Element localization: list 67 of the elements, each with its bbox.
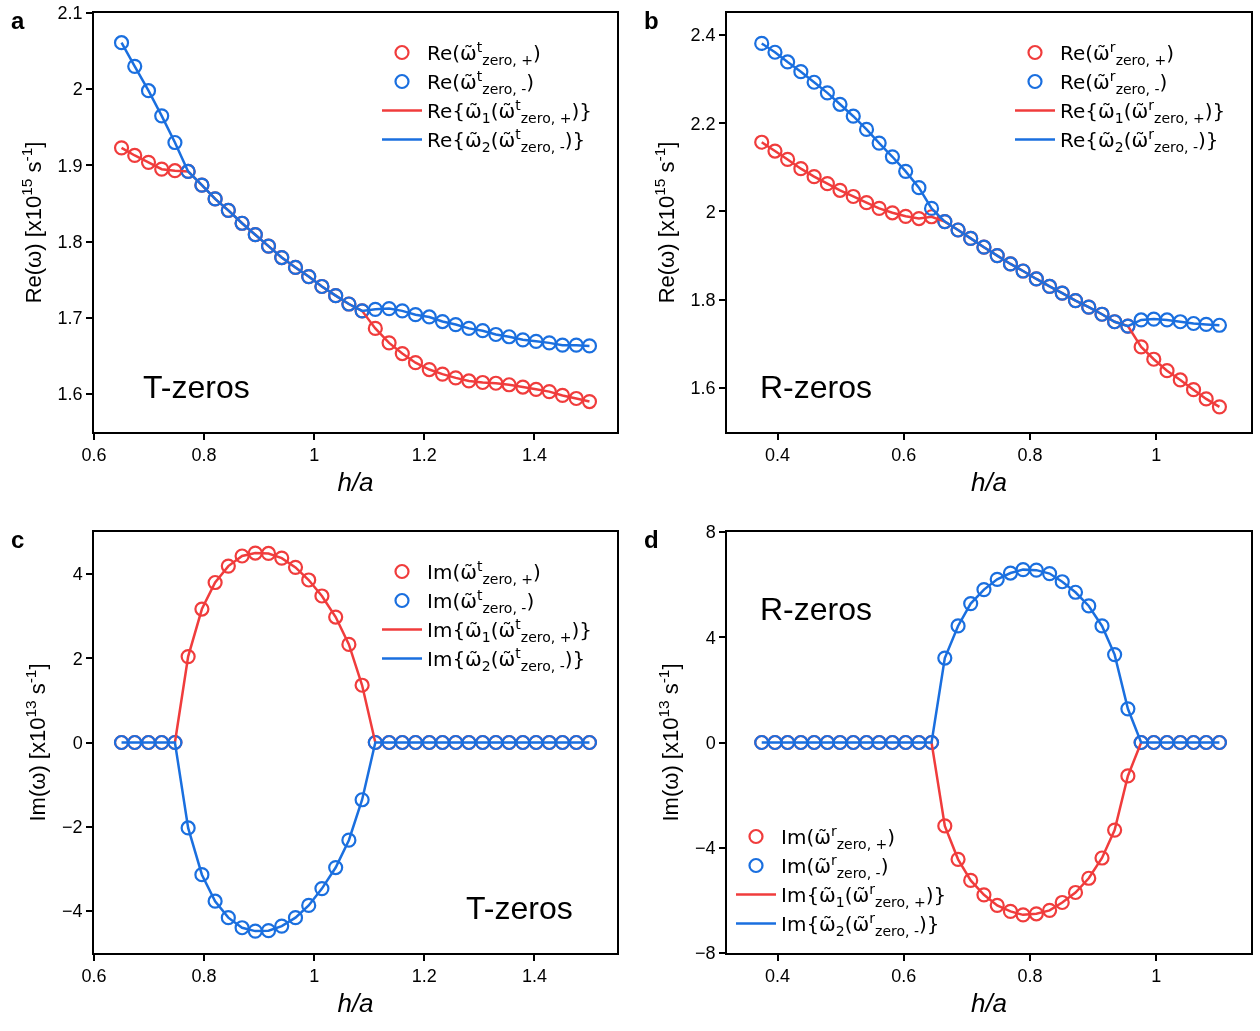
legend-label: Re(ω̃$^{r}$$_{zero, -}$) [1060,67,1168,97]
x-tick-label: 0.6 [891,445,917,466]
x-tick-label: 0.8 [191,445,217,466]
legend-label: Im(ω̃$^{r}$$_{zero, -}$) [781,851,889,881]
x-tick-label: 1 [309,445,320,466]
x-tick-label: 1.2 [411,966,437,987]
x-tick-label: 0.6 [81,966,107,987]
legend-label: Im{ω̃$_{2}$(ω̃$^{t}$$_{zero, -}$)} [427,644,586,674]
y-tick-label: 2 [72,79,83,100]
legend-label: Im{ω̃$_{2}$(ω̃$^{r}$$_{zero, -}$)} [781,909,940,939]
y-tick-label: 1.6 [690,378,716,399]
x-axis-title: h/a [970,466,1008,497]
y-tick-label: 2 [705,201,716,222]
y-tick-label: 2.4 [690,25,716,46]
x-tick-label: 1 [1151,966,1162,987]
legend-label: Re(ω̃$^{r}$$_{zero, +}$) [1060,38,1175,68]
x-tick-label: 0.8 [1017,445,1043,466]
chart-title: b [644,7,659,34]
legend-label: Im(ω̃$^{t}$$_{zero, -}$) [427,586,535,616]
legend-label: Re{ω̃$_{2}$(ω̃$^{r}$$_{zero, -}$)} [1060,125,1219,155]
x-axis-title: h/a [337,466,374,497]
x-tick-label: 1.4 [521,445,547,466]
x-tick-label: 1 [309,966,320,987]
y-tick-label: −2 [62,817,83,837]
x-tick-label: 1.2 [411,445,437,466]
chart-title: d [644,526,659,553]
legend-label: Re{ω̃$_{1}$(ω̃$^{t}$$_{zero, +}$)} [427,96,592,126]
y-tick-label: 8 [705,522,716,543]
x-tick-label: 0.8 [1017,966,1043,987]
annotation: R-zeros [760,369,873,405]
y-tick-label: −8 [695,943,716,964]
y-tick-label: −4 [62,901,83,922]
y-tick-label: 1.8 [57,231,83,252]
y-tick-label: 0 [705,732,716,753]
x-tick-label: 0.6 [891,966,917,987]
y-tick-label: 4 [705,627,716,648]
x-tick-label: 0.8 [191,966,217,987]
annotation: T-zeros [143,369,250,405]
y-tick-label: 4 [72,564,83,585]
legend-label: Im(ω̃$^{r}$$_{zero, +}$) [781,822,896,852]
y-tick-label: 0 [72,732,83,753]
x-tick-label: 0.6 [81,445,107,466]
y-tick-label: 1.7 [57,308,83,329]
x-tick-label: 0.4 [764,445,791,466]
x-tick-label: 1 [1151,445,1162,466]
y-tick-label: 2 [72,648,83,669]
y-tick-label: 2.1 [57,3,83,24]
x-tick-label: 0.4 [764,966,791,987]
x-axis-title: h/a [970,987,1008,1018]
legend-label: Re{ω̃$_{2}$(ω̃$^{t}$$_{zero, -}$)} [427,125,586,155]
legend-label: Re{ω̃$_{1}$(ω̃$^{r}$$_{zero, +}$)} [1060,96,1226,126]
y-tick-label: 1.9 [57,155,83,176]
legend-label: Im(ω̃$^{t}$$_{zero, +}$) [427,557,541,587]
legend-label: Re(ω̃$^{t}$$_{zero, +}$) [427,38,541,68]
annotation: T-zeros [466,890,573,926]
x-axis-title: h/a [337,987,374,1018]
y-tick-label: 1.6 [57,384,83,405]
annotation: R-zeros [760,591,873,627]
chart-title: c [11,526,25,553]
y-tick-label: −4 [695,838,716,859]
legend-label: Im{ω̃$_{1}$(ω̃$^{t}$$_{zero, +}$)} [427,615,592,645]
x-tick-label: 1.4 [521,966,547,987]
y-tick-label: 1.8 [690,289,716,310]
legend-label: Im{ω̃$_{1}$(ω̃$^{r}$$_{zero, +}$)} [781,880,947,910]
chart-title: a [11,7,25,34]
legend-label: Re(ω̃$^{t}$$_{zero, -}$) [427,67,535,97]
y-tick-label: 2.2 [690,113,716,134]
